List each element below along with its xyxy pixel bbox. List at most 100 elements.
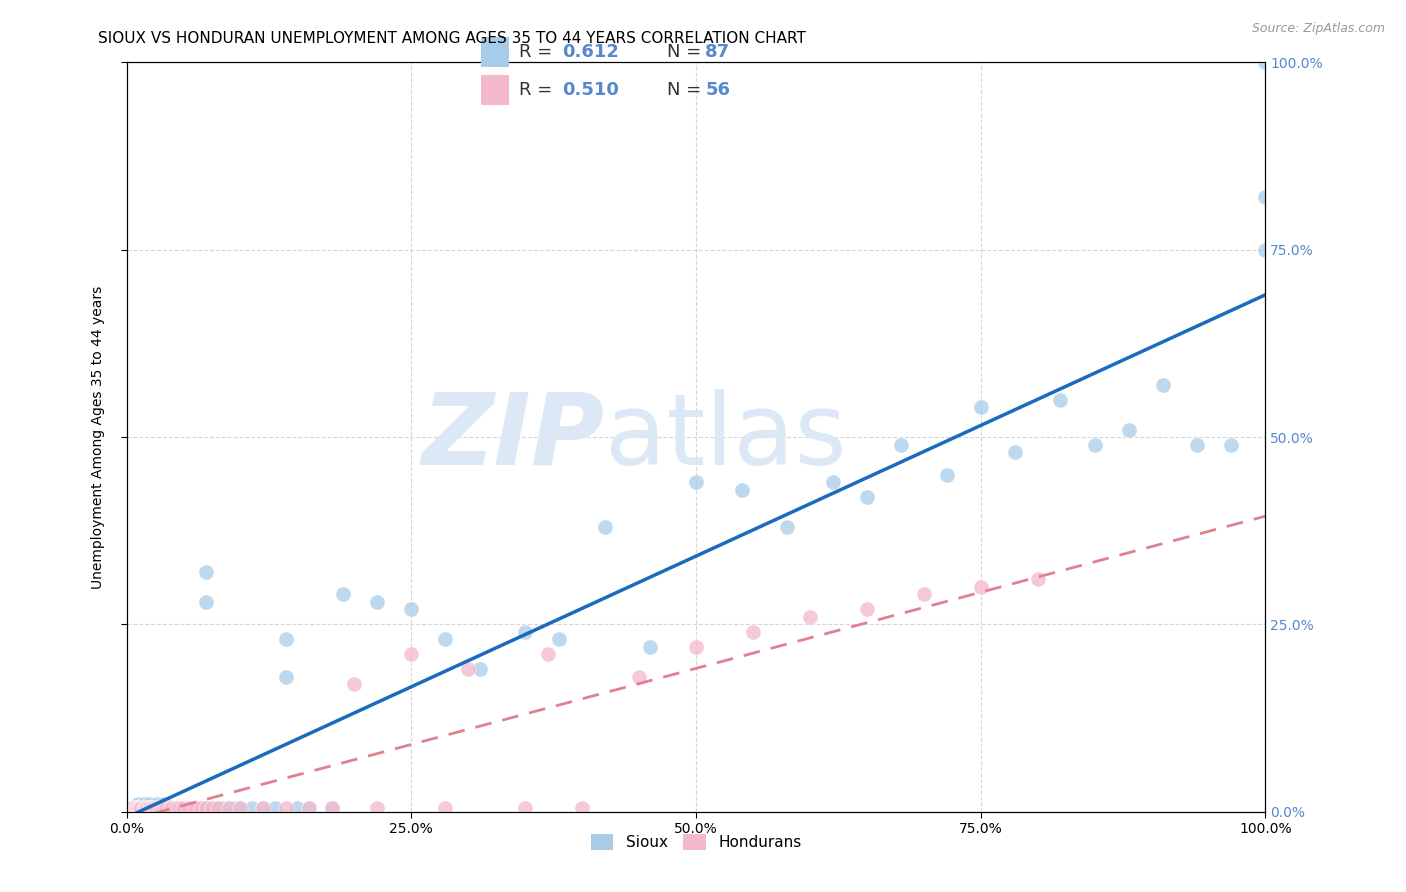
Point: [132, 801, 155, 815]
Point: [146, 801, 169, 815]
Point: [142, 801, 165, 815]
Point: [401, 648, 423, 662]
Point: [195, 801, 218, 815]
Point: [138, 801, 160, 815]
Point: [128, 801, 150, 815]
Point: [537, 648, 560, 662]
Point: [131, 801, 153, 815]
Point: [134, 801, 156, 815]
Point: [548, 632, 571, 647]
Point: [135, 798, 157, 813]
Point: [468, 662, 491, 676]
Point: [129, 801, 152, 815]
Point: [162, 801, 184, 815]
Point: [970, 580, 993, 594]
Point: [124, 799, 146, 814]
Point: [229, 801, 252, 815]
Point: [776, 520, 799, 534]
Point: [434, 801, 457, 815]
Point: [515, 801, 537, 815]
Point: [118, 801, 141, 815]
Point: [343, 677, 366, 691]
Point: [148, 801, 170, 815]
Point: [1004, 445, 1026, 459]
Point: [125, 801, 148, 815]
Point: [127, 801, 149, 815]
Point: [179, 801, 201, 815]
Text: R =: R =: [519, 81, 558, 99]
Point: [855, 490, 877, 504]
Point: [160, 801, 183, 815]
Point: [263, 801, 285, 815]
Point: [593, 520, 616, 534]
Point: [138, 797, 160, 812]
Point: [195, 801, 218, 815]
Point: [184, 801, 207, 815]
Point: [121, 801, 143, 815]
Point: [240, 801, 263, 815]
Point: [252, 801, 274, 815]
Point: [121, 801, 143, 815]
Point: [1049, 392, 1071, 407]
Point: [136, 801, 159, 815]
Point: [184, 801, 207, 815]
Point: [190, 801, 212, 815]
Point: [628, 670, 651, 684]
Point: [143, 801, 166, 815]
Point: [180, 801, 202, 815]
Point: [218, 801, 240, 815]
Point: [229, 801, 252, 815]
Point: [149, 801, 172, 815]
Bar: [481, 76, 509, 105]
Text: atlas: atlas: [605, 389, 846, 485]
Point: [855, 602, 877, 616]
Point: [134, 801, 156, 815]
Point: [159, 801, 181, 815]
Point: [821, 475, 844, 489]
Point: [212, 801, 235, 815]
Point: [1185, 437, 1208, 451]
Point: [274, 670, 297, 684]
Point: [129, 801, 152, 815]
Point: [153, 801, 176, 815]
Point: [139, 801, 162, 815]
Point: [890, 437, 912, 451]
Point: [127, 797, 149, 812]
Point: [1220, 437, 1243, 451]
Point: [1118, 423, 1140, 437]
Point: [150, 801, 173, 815]
Point: [153, 801, 176, 815]
Point: [156, 798, 179, 813]
Text: 56: 56: [706, 81, 730, 99]
Point: [274, 801, 297, 815]
Point: [1026, 573, 1049, 587]
Point: [201, 801, 224, 815]
Point: [166, 801, 188, 815]
Point: [143, 801, 166, 815]
Point: [401, 602, 423, 616]
Point: [321, 801, 343, 815]
Text: 0.510: 0.510: [562, 81, 619, 99]
Point: [195, 565, 218, 579]
Point: [571, 801, 593, 815]
Point: [160, 801, 183, 815]
Point: [155, 801, 177, 815]
Point: [298, 801, 321, 815]
Point: [165, 801, 187, 815]
Point: [141, 801, 163, 815]
Point: [155, 801, 177, 815]
Point: [366, 801, 388, 815]
Point: [172, 801, 194, 815]
Legend: Sioux, Hondurans: Sioux, Hondurans: [585, 829, 807, 856]
Point: [195, 595, 218, 609]
Point: [187, 801, 209, 815]
Point: [135, 801, 157, 815]
Point: [152, 797, 174, 812]
Text: 0.612: 0.612: [562, 43, 619, 61]
Point: [150, 801, 173, 815]
Point: [165, 801, 187, 815]
Point: [1254, 55, 1277, 70]
Point: [124, 801, 146, 815]
Point: [912, 587, 935, 601]
Point: [125, 801, 148, 815]
